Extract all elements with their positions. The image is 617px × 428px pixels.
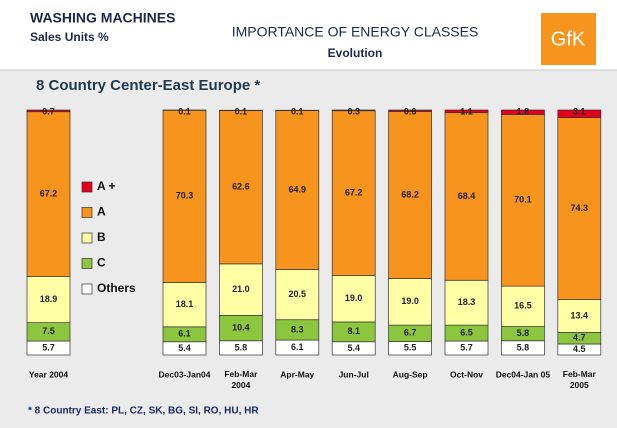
center-title: IMPORTANCE OF ENERGY CLASSES <box>232 24 479 40</box>
x-tick-label: Oct-Nov <box>450 369 483 379</box>
bar-segment <box>331 109 376 112</box>
value-label: 5.8 <box>517 328 530 338</box>
value-label: 1.8 <box>517 106 530 116</box>
bar-segment <box>444 112 489 281</box>
value-label: 5.7 <box>42 342 55 352</box>
value-label: 5.5 <box>404 343 417 353</box>
x-tick-label: Dec04-Jan 05 <box>496 369 551 379</box>
x-tick-label: Year 2004 <box>29 369 69 379</box>
value-label: 16.5 <box>514 301 532 311</box>
value-label: 0.1 <box>178 106 191 116</box>
value-label: 0.3 <box>347 106 360 116</box>
bar-segment <box>444 279 489 326</box>
bar-segment <box>219 110 263 265</box>
value-label: 5.4 <box>178 343 191 353</box>
bar-segment <box>26 109 71 113</box>
value-label: 18.9 <box>40 294 58 304</box>
center-subtitle: Evolution <box>328 46 383 60</box>
value-label: 62.6 <box>232 182 250 192</box>
bar-segment <box>275 110 320 270</box>
x-tick-label: Jun-Jul <box>339 369 369 379</box>
header-subtitle: Sales Units % <box>30 30 109 44</box>
bar-segment <box>444 109 489 114</box>
x-tick-label: Feb-Mar 2005 <box>563 369 597 390</box>
x-tick-label: Aug-Sep <box>393 369 428 379</box>
value-label: 19.0 <box>345 293 363 303</box>
bar-segment <box>331 275 376 323</box>
value-label: 6.1 <box>291 342 304 352</box>
value-label: 0.6 <box>404 106 417 116</box>
bar-segment <box>501 109 545 115</box>
header-title: WASHING MACHINES <box>30 10 175 26</box>
value-label: 3.1 <box>573 106 586 116</box>
bar-segment <box>501 285 545 327</box>
bar-segment <box>557 299 602 333</box>
value-label: 5.8 <box>235 342 248 352</box>
legend-swatch <box>81 283 93 295</box>
legend-swatch <box>81 181 93 193</box>
value-label: 67.2 <box>345 187 363 197</box>
bar-segment <box>162 109 207 283</box>
value-label: 70.3 <box>176 191 194 201</box>
value-label: 1.1 <box>460 106 473 116</box>
value-label: 18.1 <box>176 299 194 309</box>
value-label: 13.4 <box>571 310 589 320</box>
legend-label: C <box>97 256 106 270</box>
value-label: 4.5 <box>573 344 586 354</box>
value-label: 8.1 <box>347 326 360 336</box>
bar-segment <box>26 276 71 324</box>
logo-box <box>541 13 596 65</box>
value-label: 19.0 <box>401 296 419 306</box>
legend-swatch <box>81 258 93 269</box>
chart-title: 8 Country Center-East Europe * <box>36 77 260 94</box>
value-label: 6.5 <box>460 327 473 337</box>
bar-segment <box>388 111 432 279</box>
value-label: 0.1 <box>235 107 248 117</box>
value-label: 5.8 <box>517 342 530 352</box>
legend-swatch <box>81 207 93 218</box>
x-tick-label: Dec03-Jan04 <box>159 369 211 379</box>
value-label: 74.3 <box>571 203 589 213</box>
x-tick-label: Feb-Mar 2004 <box>224 369 258 390</box>
value-label: 68.2 <box>401 189 419 199</box>
value-label: 67.2 <box>40 188 58 198</box>
legend-label: A <box>97 205 106 219</box>
value-label: 5.7 <box>460 342 473 352</box>
value-label: 5.4 <box>347 343 360 353</box>
bar-segment <box>388 278 432 326</box>
bar-segment <box>331 110 376 276</box>
bar-segment <box>26 111 71 277</box>
bar-segment <box>388 109 432 112</box>
value-label: 18.3 <box>458 297 476 307</box>
legend-label: B <box>97 230 106 244</box>
bar-segment <box>501 114 545 287</box>
value-label: 6.7 <box>404 328 417 338</box>
value-label: 64.9 <box>289 184 307 194</box>
x-tick-label: Apr-May <box>280 369 314 379</box>
value-label: 70.1 <box>514 195 532 205</box>
bar-segment <box>275 269 320 321</box>
bar-segment <box>557 117 602 300</box>
legend-label: A + <box>97 179 116 193</box>
value-label: 68.4 <box>458 191 476 201</box>
footnote: * 8 Country East: PL, CZ, SK, BG, SI, RO… <box>28 406 259 417</box>
value-label: 7.5 <box>42 326 55 336</box>
bar-segment <box>219 263 263 316</box>
value-label: 8.3 <box>291 324 304 334</box>
logo: GfK <box>551 28 586 50</box>
value-label: 10.4 <box>232 322 250 332</box>
bar-segment <box>162 282 207 328</box>
bar-segment <box>557 109 602 118</box>
value-label: 4.7 <box>573 333 586 343</box>
value-label: 20.5 <box>289 289 307 299</box>
value-label: 0.7 <box>42 106 55 116</box>
legend-label: Others <box>97 281 136 295</box>
value-label: 21.0 <box>232 284 250 294</box>
value-label: 0.1 <box>291 107 304 117</box>
value-label: 6.1 <box>178 329 191 339</box>
legend-swatch <box>81 232 93 244</box>
